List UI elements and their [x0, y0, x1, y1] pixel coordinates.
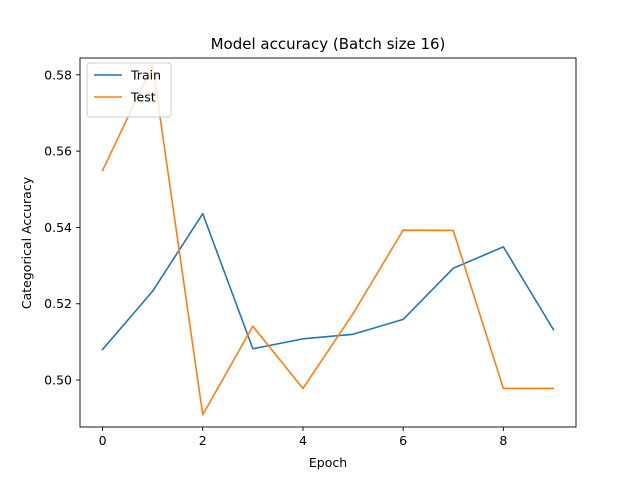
- legend-label-train: Train: [130, 68, 161, 83]
- y-tick-label: 0.56: [44, 144, 72, 159]
- y-tick-label: 0.52: [44, 296, 72, 311]
- x-tick-label: 2: [199, 433, 207, 448]
- chart-title: Model accuracy (Batch size 16): [211, 35, 446, 53]
- x-tick-label: 8: [499, 433, 507, 448]
- x-axis-label: Epoch: [309, 455, 347, 470]
- series-line-test: [101, 64, 555, 416]
- y-tick-label: 0.58: [44, 67, 72, 82]
- legend-box: [86, 62, 172, 118]
- plot-frame: [79, 57, 577, 428]
- y-tick-label: 0.50: [44, 373, 72, 388]
- x-tick-label: 0: [99, 433, 107, 448]
- legend-label-test: Test: [130, 90, 156, 105]
- x-tick-label: 6: [399, 433, 407, 448]
- y-tick-label: 0.54: [44, 220, 72, 235]
- plot-area: 0 2 4 6 8 0.50 0.52 0.54 0.56 0.58 Train Test: [44, 57, 577, 448]
- y-axis-label: Categorical Accuracy: [19, 176, 34, 309]
- series-line-train: [101, 212, 555, 351]
- x-tick-label: 4: [299, 433, 307, 448]
